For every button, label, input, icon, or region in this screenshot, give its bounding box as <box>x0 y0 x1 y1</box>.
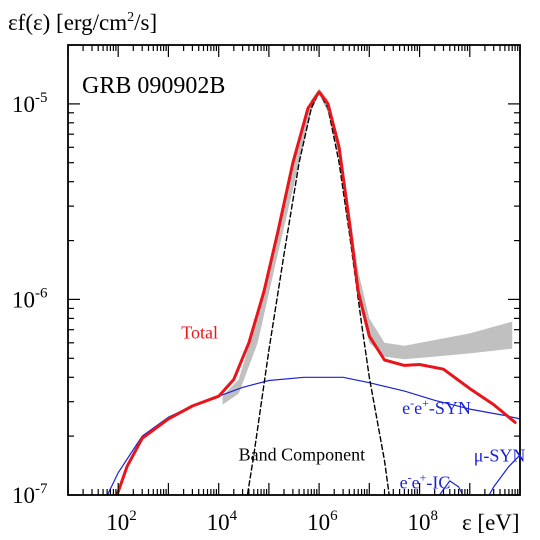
y-axis-label: εf(ε) [erg/cm2/s] <box>8 10 157 35</box>
y-axis-label-suffix: /s] <box>134 10 157 35</box>
x-tick-label: 102 <box>106 508 137 535</box>
y-axis-label-sup: 2 <box>127 10 134 25</box>
y-tick-label: 10-7 <box>12 481 48 508</box>
series-line-mu-syn <box>488 454 520 495</box>
observed-spectrum-band <box>222 88 513 405</box>
annotation-eeic: e-e+-IC <box>400 470 451 492</box>
y-tick-label: 10-6 <box>12 285 48 312</box>
annotation-band: Band Component <box>239 445 366 465</box>
x-tick-label: 104 <box>207 508 238 535</box>
annotation-musyn: μ-SYN <box>474 446 526 466</box>
y-axis-label-prefix: εf(ε) [erg/cm <box>8 10 127 35</box>
series-line-ee-ic <box>438 480 464 495</box>
plot-area <box>106 88 520 495</box>
y-tick-labels: 10-7 10-6 10-5 <box>12 90 48 508</box>
chart-title: GRB 090902B <box>82 73 225 99</box>
axis-ticks <box>67 44 521 496</box>
x-tick-label: 106 <box>307 508 338 535</box>
x-tick-label: 108 <box>408 508 439 535</box>
series-line-total <box>115 90 517 495</box>
annotations: Total Band Component e-e+-SYN e-e+-IC μ-SYN <box>181 323 525 493</box>
x-axis-label: ε [eV] <box>462 510 520 535</box>
x-tick-labels: 102 104 106 108 <box>106 508 438 535</box>
annotation-eesyn: e-e+-SYN <box>402 396 471 418</box>
plot-frame <box>67 44 521 496</box>
series-line-ee-syn <box>106 376 520 495</box>
y-tick-label: 10-5 <box>12 90 48 117</box>
annotation-total: Total <box>181 323 218 343</box>
